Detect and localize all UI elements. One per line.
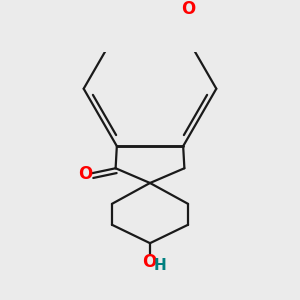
Text: O: O (181, 0, 195, 18)
Text: O: O (78, 165, 92, 183)
Text: H: H (154, 258, 166, 273)
Text: O: O (142, 253, 156, 271)
